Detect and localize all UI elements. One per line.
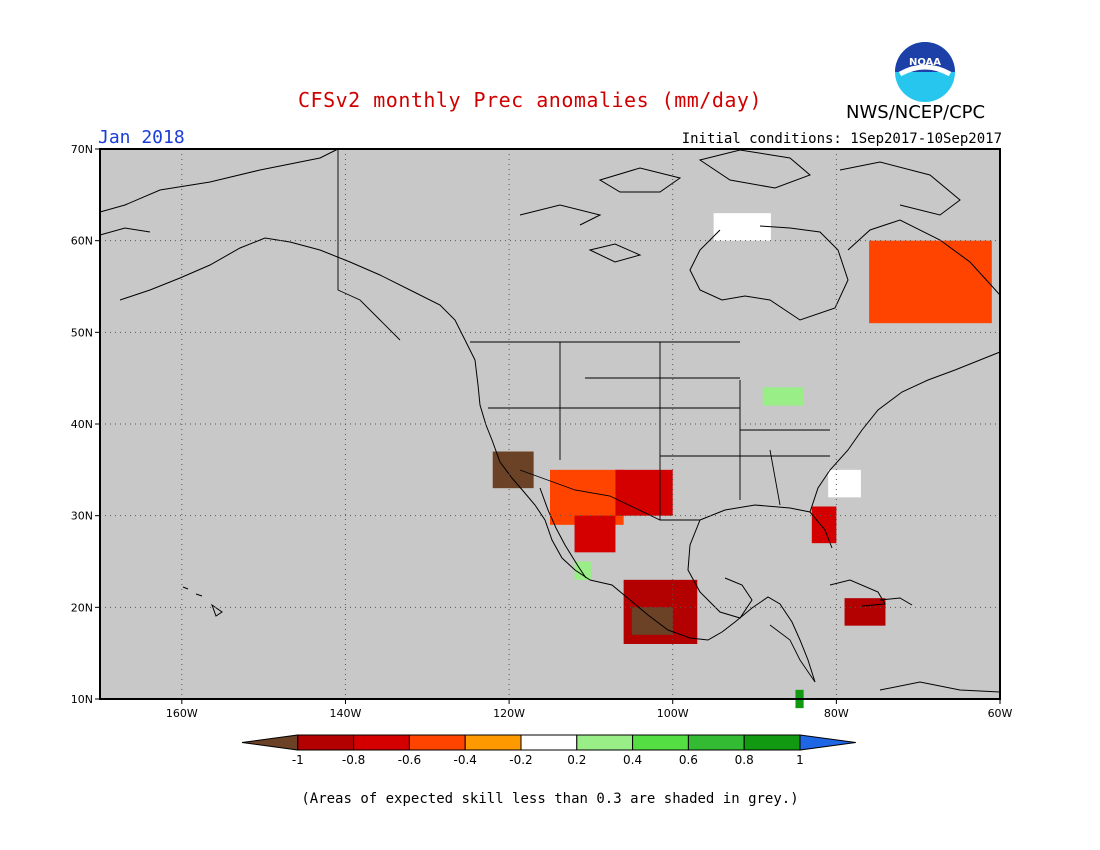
anomaly-region-sonora [574,515,616,553]
colorbar-swatch [241,734,299,751]
anomaly-region-florida [811,506,837,544]
anomaly-region-great-lakes [762,387,804,406]
colorbar: -1 -0.8 -0.6 -0.4 -0.2 0.2 0.4 0.6 0.8 1 [241,734,856,767]
forecast-period: Jan 2018 [98,127,185,148]
lat-tick-label: 10N [71,693,93,706]
noaa-logo: NOAA [895,42,955,102]
coastlines [99,148,1001,693]
lat-tick-label: 60N [71,235,93,248]
colorbar-swatch [520,734,578,751]
agency-label: NWS/NCEP/CPC [846,102,986,123]
lat-tick-label: 30N [71,510,93,523]
colorbar-swatch [743,734,801,751]
colorbar-label: -0.2 [509,753,532,767]
skill-footnote: (Areas of expected skill less than 0.3 a… [301,791,799,807]
lon-tick-label: 80W [824,707,849,720]
lat-tick-label: 70N [71,143,93,156]
anomaly-region-california [492,451,534,489]
initial-conditions: Initial conditions: 1Sep2017-10Sep2017 [681,131,1002,147]
anomaly-region-caribbean [844,598,886,626]
lon-tick-label: 100W [657,707,689,720]
colorbar-swatch [464,734,522,751]
anomaly-region-texas [615,469,673,516]
colorbar-swatch [408,734,466,751]
colorbar-swatch [632,734,689,751]
political-borders [337,149,830,683]
colorbar-label: 0.4 [623,753,642,767]
lat-tick-label: 40N [71,418,93,431]
colorbar-label: 0.2 [567,753,586,767]
colorbar-label: -0.6 [398,753,421,767]
colorbar-label: 0.6 [679,753,698,767]
lat-tick-label: 20N [71,601,93,614]
anomaly-region-hudson-bay [713,213,771,241]
colorbar-label: 1 [796,753,804,767]
lon-tick-label: 140W [330,707,362,720]
colorbar-swatch [799,734,856,751]
colorbar-swatch [576,734,634,751]
colorbar-label: -0.4 [453,753,476,767]
colorbar-label: 0.8 [735,753,754,767]
colorbar-label: -1 [292,753,304,767]
colorbar-swatch [353,734,410,751]
map-title: CFSv2 monthly Prec anomalies (mm/day) [297,88,763,112]
colorbar-swatch [297,734,355,751]
lon-tick-label: 60W [988,707,1013,720]
noaa-logo-text: NOAA [909,57,941,68]
lat-tick-label: 50N [71,326,93,339]
colorbar-label: -0.8 [342,753,365,767]
lon-tick-label: 160W [166,707,198,720]
lon-tick-label: 120W [493,707,525,720]
anomaly-region-carolinas [828,469,861,498]
anomaly-region-southern-mexico [631,607,673,635]
anomaly-region-quebec [869,240,992,324]
colorbar-swatch [687,734,745,751]
